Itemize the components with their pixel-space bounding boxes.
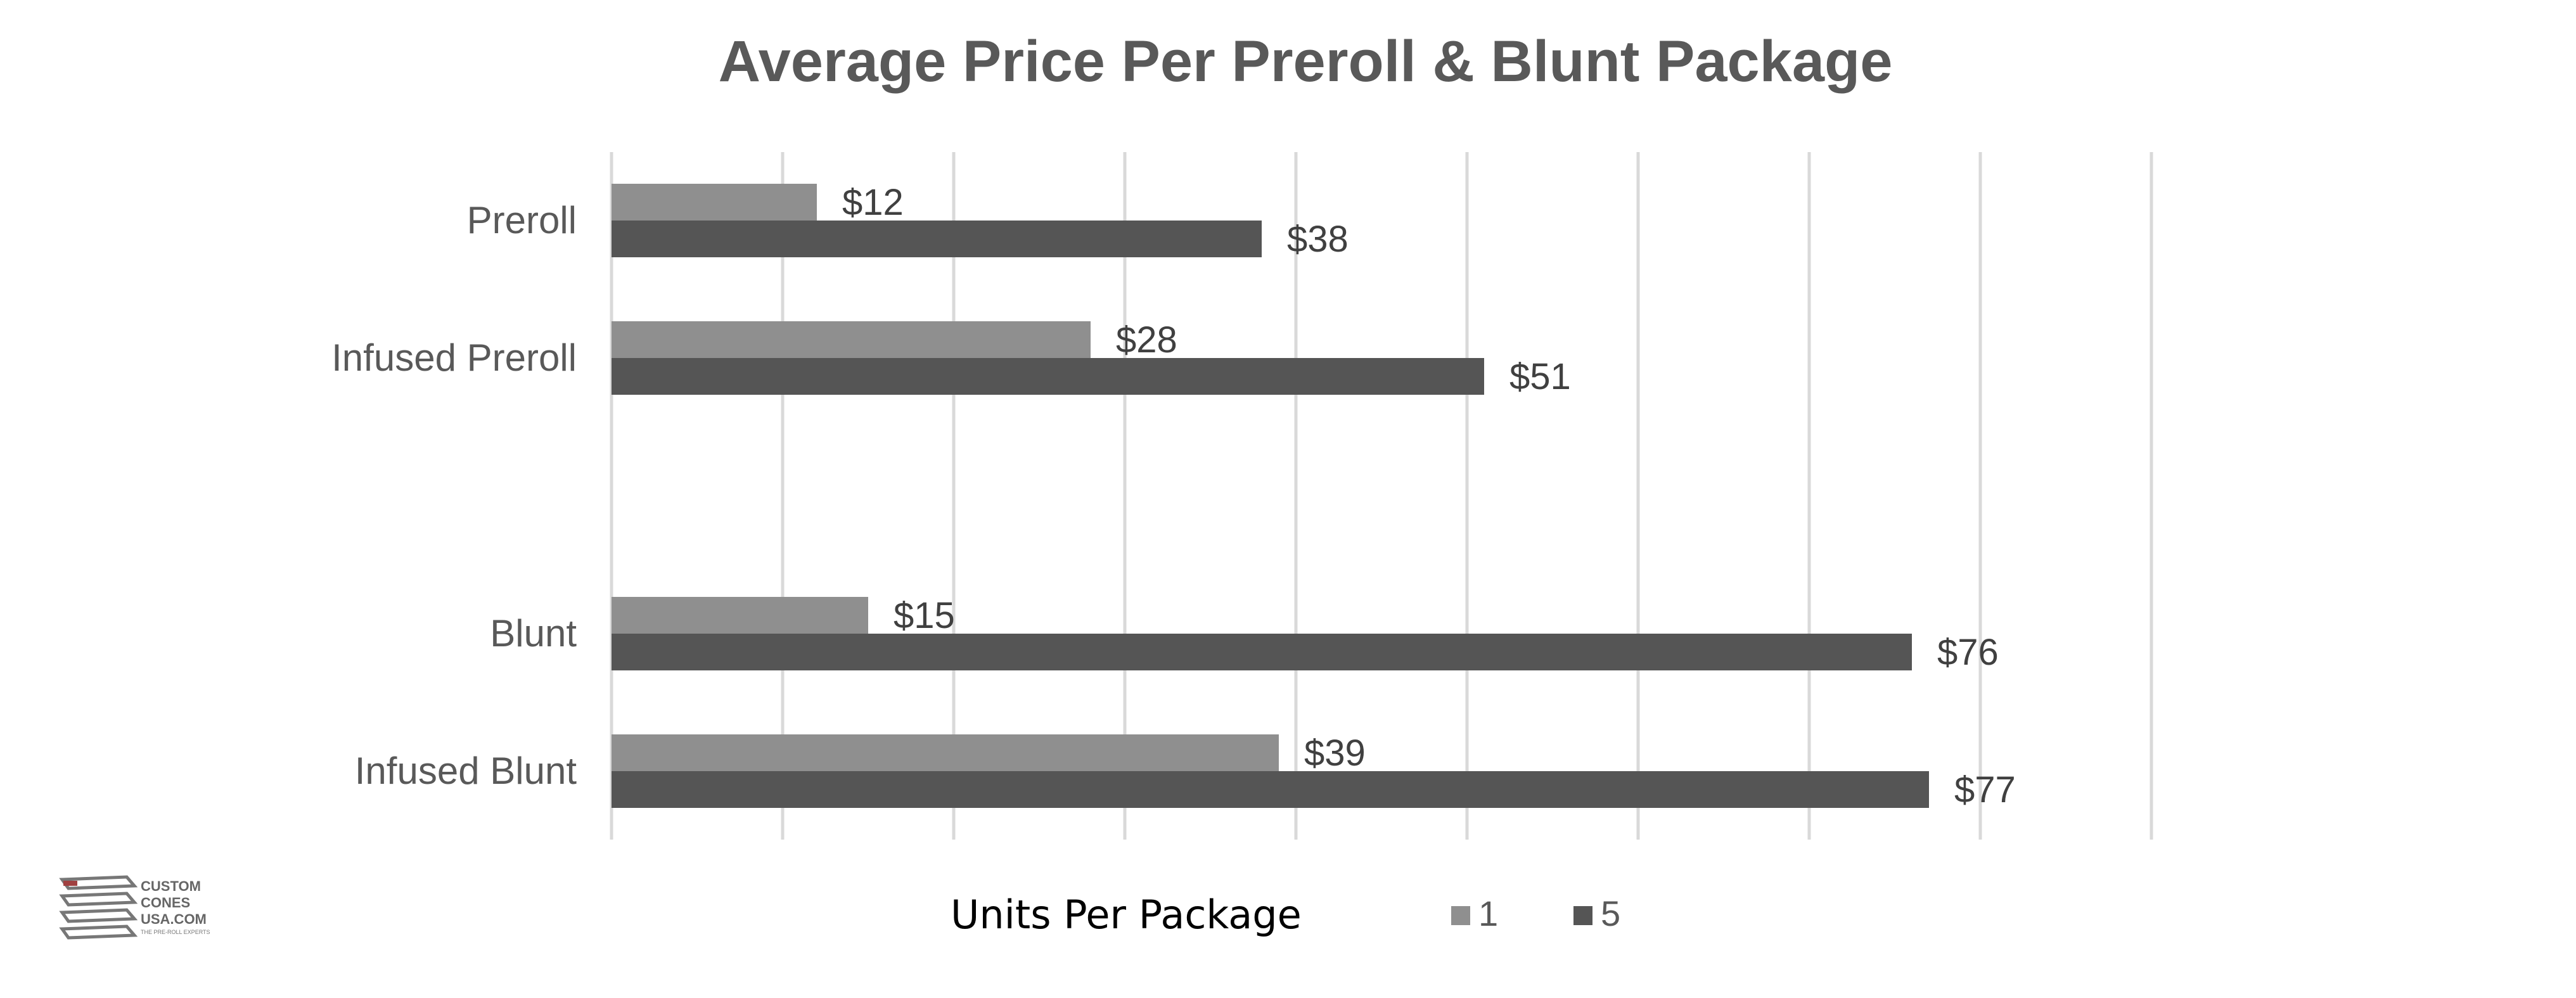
data-label: $51: [1509, 356, 1571, 397]
chart-title: Average Price Per Preroll & Blunt Packag…: [719, 29, 1893, 94]
bar-5-unit: [612, 221, 1262, 257]
logo-line-3: USA.COM: [141, 911, 207, 927]
gridlines: [610, 152, 2153, 840]
data-label: $38: [1287, 219, 1349, 260]
legend-title: Units Per Package: [951, 892, 1302, 938]
legend-swatch-5: [1573, 906, 1592, 925]
logo-line-2: CONES: [141, 895, 190, 911]
bar-5-unit: [612, 358, 1484, 395]
category-label: Blunt: [490, 612, 577, 655]
data-label: $39: [1304, 733, 1366, 774]
bars: [612, 184, 1929, 808]
bar-1-unit: [612, 734, 1279, 771]
legend-swatch-1: [1451, 906, 1470, 925]
category-label: Preroll: [467, 199, 577, 241]
data-label: $76: [1937, 632, 1999, 673]
bar-5-unit: [612, 634, 1912, 670]
custom-cones-usa-logo: CUSTOM CONES USA.COM THE PRE-ROLL EXPERT…: [59, 875, 210, 940]
bar-1-unit: [612, 184, 817, 221]
logo-line-1: CUSTOM: [141, 878, 201, 894]
bar-1-unit: [612, 597, 868, 634]
category-labels: Preroll Infused Preroll Blunt Infused Blunt: [331, 199, 577, 792]
bar-5-unit: [612, 771, 1929, 808]
legend-label-1: 1: [1478, 893, 1498, 933]
category-label: Infused Blunt: [355, 750, 577, 792]
category-label: Infused Preroll: [331, 336, 577, 379]
logo-tagline: THE PRE-ROLL EXPERTS: [141, 929, 210, 935]
legend-label-5: 5: [1601, 893, 1620, 933]
data-label: $77: [1954, 769, 2016, 810]
legend: Units Per Package 1 5: [951, 892, 1620, 938]
data-labels: $12 $38 $28 $51 $15 $76 $39 $77: [842, 182, 2016, 810]
data-label: $12: [842, 182, 904, 223]
bar-1-unit: [612, 321, 1091, 358]
data-label: $28: [1116, 319, 1177, 361]
data-label: $15: [894, 595, 955, 636]
cone-stack-icon: [59, 875, 138, 940]
